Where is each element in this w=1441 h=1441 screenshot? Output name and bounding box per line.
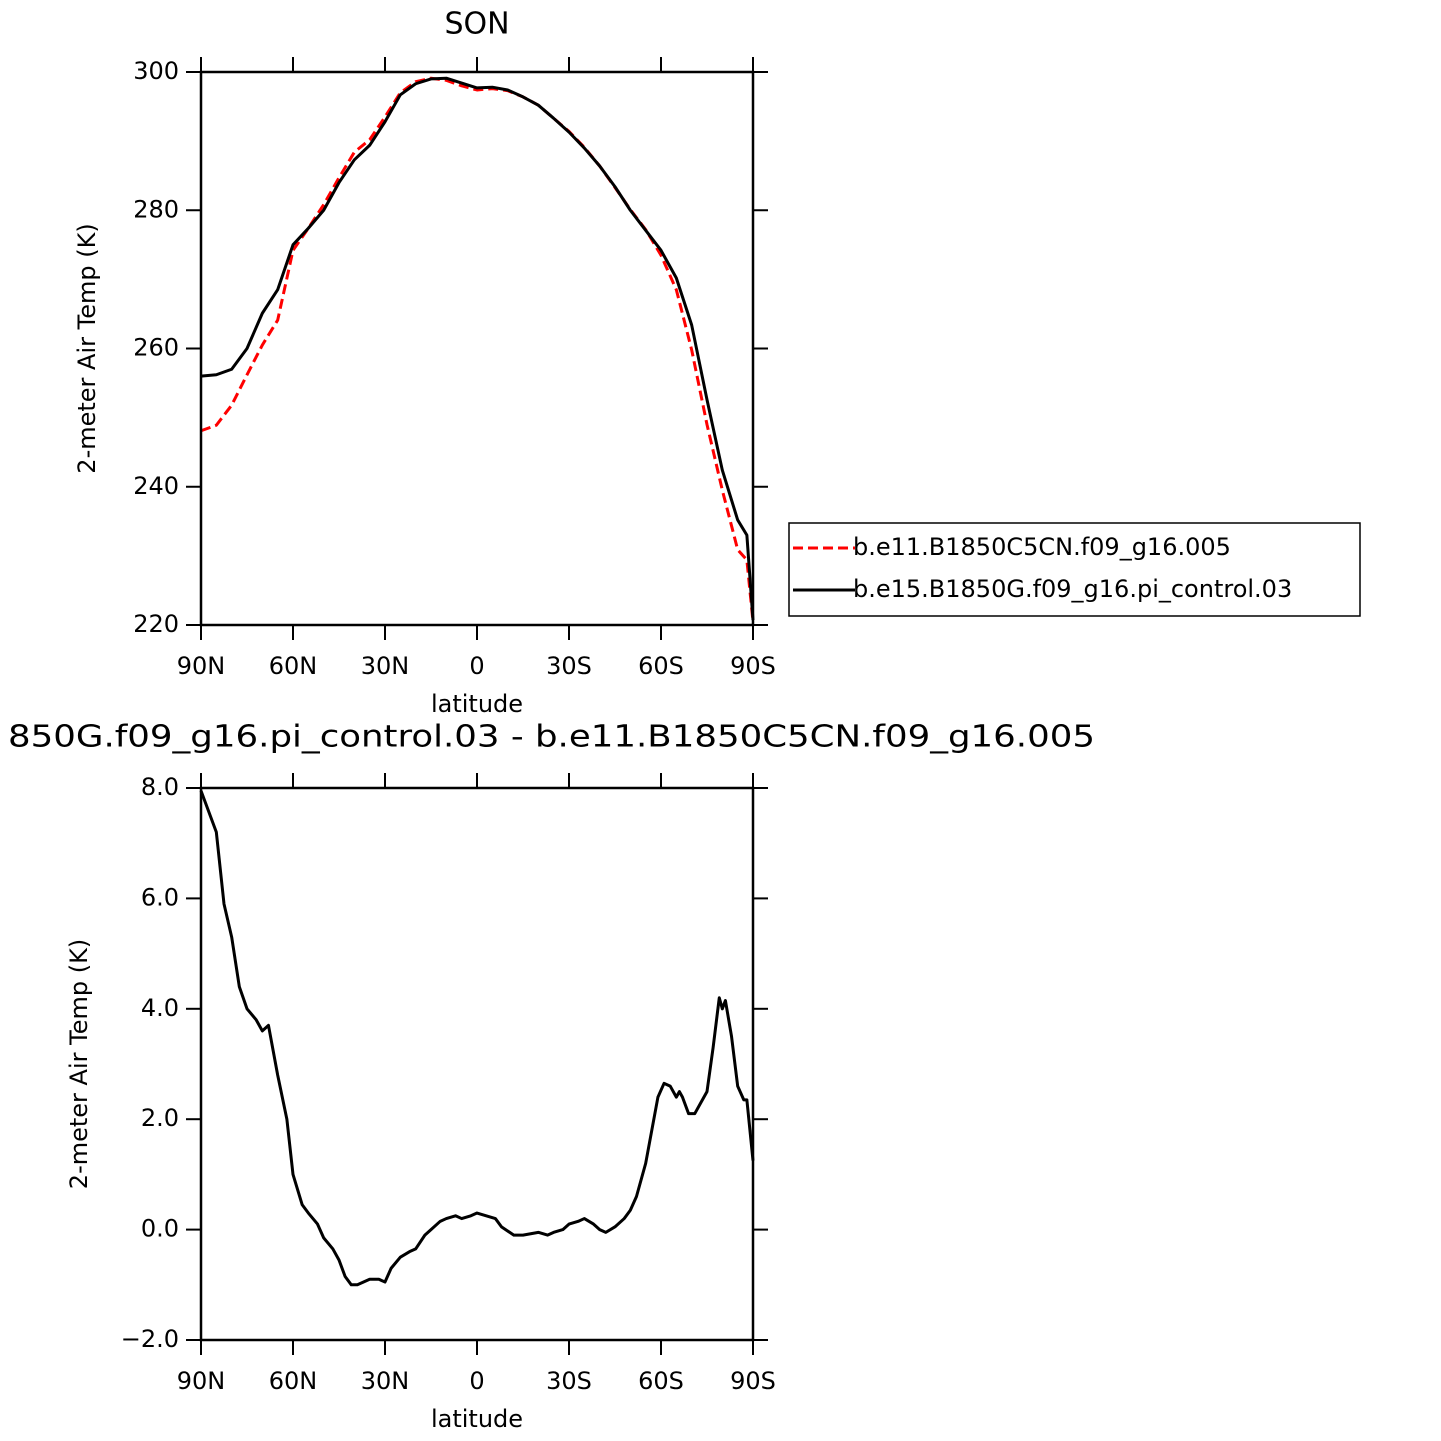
y-tick-label: 280: [133, 195, 179, 223]
x-tick-label: 90N: [177, 1367, 226, 1395]
x-tick-label: 60S: [638, 1367, 684, 1395]
x-tick-label: 90S: [730, 1367, 776, 1395]
x-tick-label: 60N: [269, 1367, 318, 1395]
y-tick-label: 4.0: [141, 994, 179, 1022]
data-line: [199, 790, 755, 1287]
x-tick-label: 30S: [546, 652, 592, 680]
y-tick-label: 240: [133, 472, 179, 500]
chart-title: SON: [444, 7, 509, 42]
data-line: [200, 76, 755, 621]
x-tick-label: 60N: [269, 652, 318, 680]
legend-box: [788, 522, 1361, 617]
y-axis-label: 2-meter Air Temp (K): [65, 939, 93, 1189]
x-tick-label: 0: [469, 652, 484, 680]
x-axis-label: latitude: [431, 1405, 523, 1433]
x-tick-label: 90N: [177, 652, 226, 680]
data-line: [200, 76, 755, 622]
plot-frame: [199, 70, 755, 627]
x-tick-label: 90S: [730, 652, 776, 680]
chart-title: 850G.f09_g16.pi_control.03 - b.e11.B1850…: [8, 720, 1095, 755]
x-tick-label: 30N: [361, 1367, 410, 1395]
y-tick-label: 220: [133, 610, 179, 638]
legend-label: b.e15.B1850G.f09_g16.pi_control.03: [853, 575, 1292, 603]
y-tick-label: 0.0: [141, 1215, 179, 1243]
y-tick-label: −2.0: [121, 1325, 179, 1353]
x-axis-label: latitude: [431, 690, 523, 718]
x-tick-label: 0: [469, 1367, 484, 1395]
y-axis-label: 2-meter Air Temp (K): [73, 223, 101, 473]
y-tick-label: 260: [133, 334, 179, 362]
y-tick-label: 300: [133, 57, 179, 85]
y-tick-label: 8.0: [141, 773, 179, 801]
y-tick-label: 2.0: [141, 1104, 179, 1132]
plot-frame: [199, 786, 755, 1342]
x-tick-label: 60S: [638, 652, 684, 680]
x-tick-label: 30N: [361, 652, 410, 680]
legend-label: b.e11.B1850C5CN.f09_g16.005: [853, 533, 1231, 561]
x-tick-label: 30S: [546, 1367, 592, 1395]
y-tick-label: 6.0: [141, 883, 179, 911]
